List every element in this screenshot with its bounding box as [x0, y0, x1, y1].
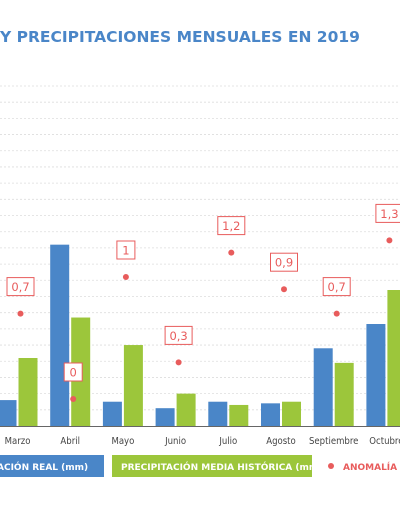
anomaly-label: 1 — [122, 244, 129, 258]
legend-swatch-historica — [112, 455, 312, 477]
anomaly-point — [386, 237, 393, 244]
anomaly-label-box — [63, 362, 83, 382]
x-tick-label: Marzo — [5, 436, 31, 447]
bar-real — [50, 244, 70, 426]
bars — [0, 244, 400, 426]
x-tick-labels: Marzo Abril Mayo Junio Julio Agosto Septiembre… — [5, 436, 400, 447]
bar-historica — [229, 404, 249, 426]
x-tick-label: Agosto — [266, 436, 296, 447]
anomaly-point — [281, 286, 287, 293]
gridlines — [0, 85, 400, 411]
anomaly-label: 0 — [70, 366, 77, 380]
bar-historica — [176, 393, 196, 426]
anomaly-label-box — [270, 252, 298, 272]
legend-label-anomaly: ANOMALÍA T — [343, 461, 400, 473]
anomaly-point — [17, 310, 24, 317]
x-tick-label: Septiembre — [309, 436, 358, 447]
anomaly-point — [70, 396, 77, 402]
anomaly-point — [175, 359, 182, 366]
bar-historica — [123, 345, 143, 426]
anomaly-label-box — [164, 325, 193, 345]
bar-real — [155, 408, 175, 426]
legend-anomaly-dot — [328, 463, 334, 469]
x-tick-label: Mayo — [111, 436, 134, 447]
anomaly-point — [228, 249, 235, 256]
bar-real — [261, 403, 280, 426]
anomaly-label: 1,2 — [222, 219, 240, 233]
x-tick-label: Junio — [164, 436, 186, 447]
bar-historica — [334, 362, 354, 426]
bar-real — [208, 401, 228, 426]
anomaly-label-box — [322, 277, 351, 297]
bar-historica — [387, 290, 400, 426]
anomaly-label: 1,3 — [380, 207, 398, 221]
anomaly-point — [122, 274, 129, 280]
chart-title: Y PRECIPITACIONES MENSUALES EN 2019 — [0, 28, 360, 46]
legend-label-real: PRECIPITACIÓN REAL (mm) — [0, 461, 88, 473]
anomaly-label: 0,9 — [275, 256, 293, 270]
bar-real — [102, 401, 122, 426]
anomaly-label: 0,7 — [328, 280, 346, 294]
anomaly-label-box — [6, 277, 35, 297]
bar-real — [313, 348, 333, 426]
anomaly-point — [333, 310, 340, 317]
legend: PRECIPITACIÓN REAL (mm) PRECIPITACIÓN ME… — [0, 455, 400, 477]
anomaly-label: 0,7 — [11, 280, 29, 294]
legend-swatch-real — [0, 455, 104, 477]
anomaly-label-box — [375, 203, 400, 223]
bar-historica — [18, 358, 38, 426]
x-tick-label: Julio — [218, 436, 237, 447]
anomaly-markers: 0,7 0 1 0,3 1,2 0,9 0,7 1,3 — [6, 203, 400, 402]
bar-real — [0, 400, 17, 426]
anomaly-label-box — [217, 216, 246, 236]
legend-label-historica: PRECIPITACIÓN MEDIA HISTÓRICA (mm) — [121, 461, 322, 473]
bar-historica — [282, 401, 301, 426]
bar-real — [366, 324, 386, 426]
anomaly-label-box — [116, 240, 136, 260]
anomaly-label: 0,3 — [169, 329, 187, 343]
x-tick-label: Octubre — [369, 436, 400, 447]
x-tick-label: Abril — [60, 436, 80, 447]
